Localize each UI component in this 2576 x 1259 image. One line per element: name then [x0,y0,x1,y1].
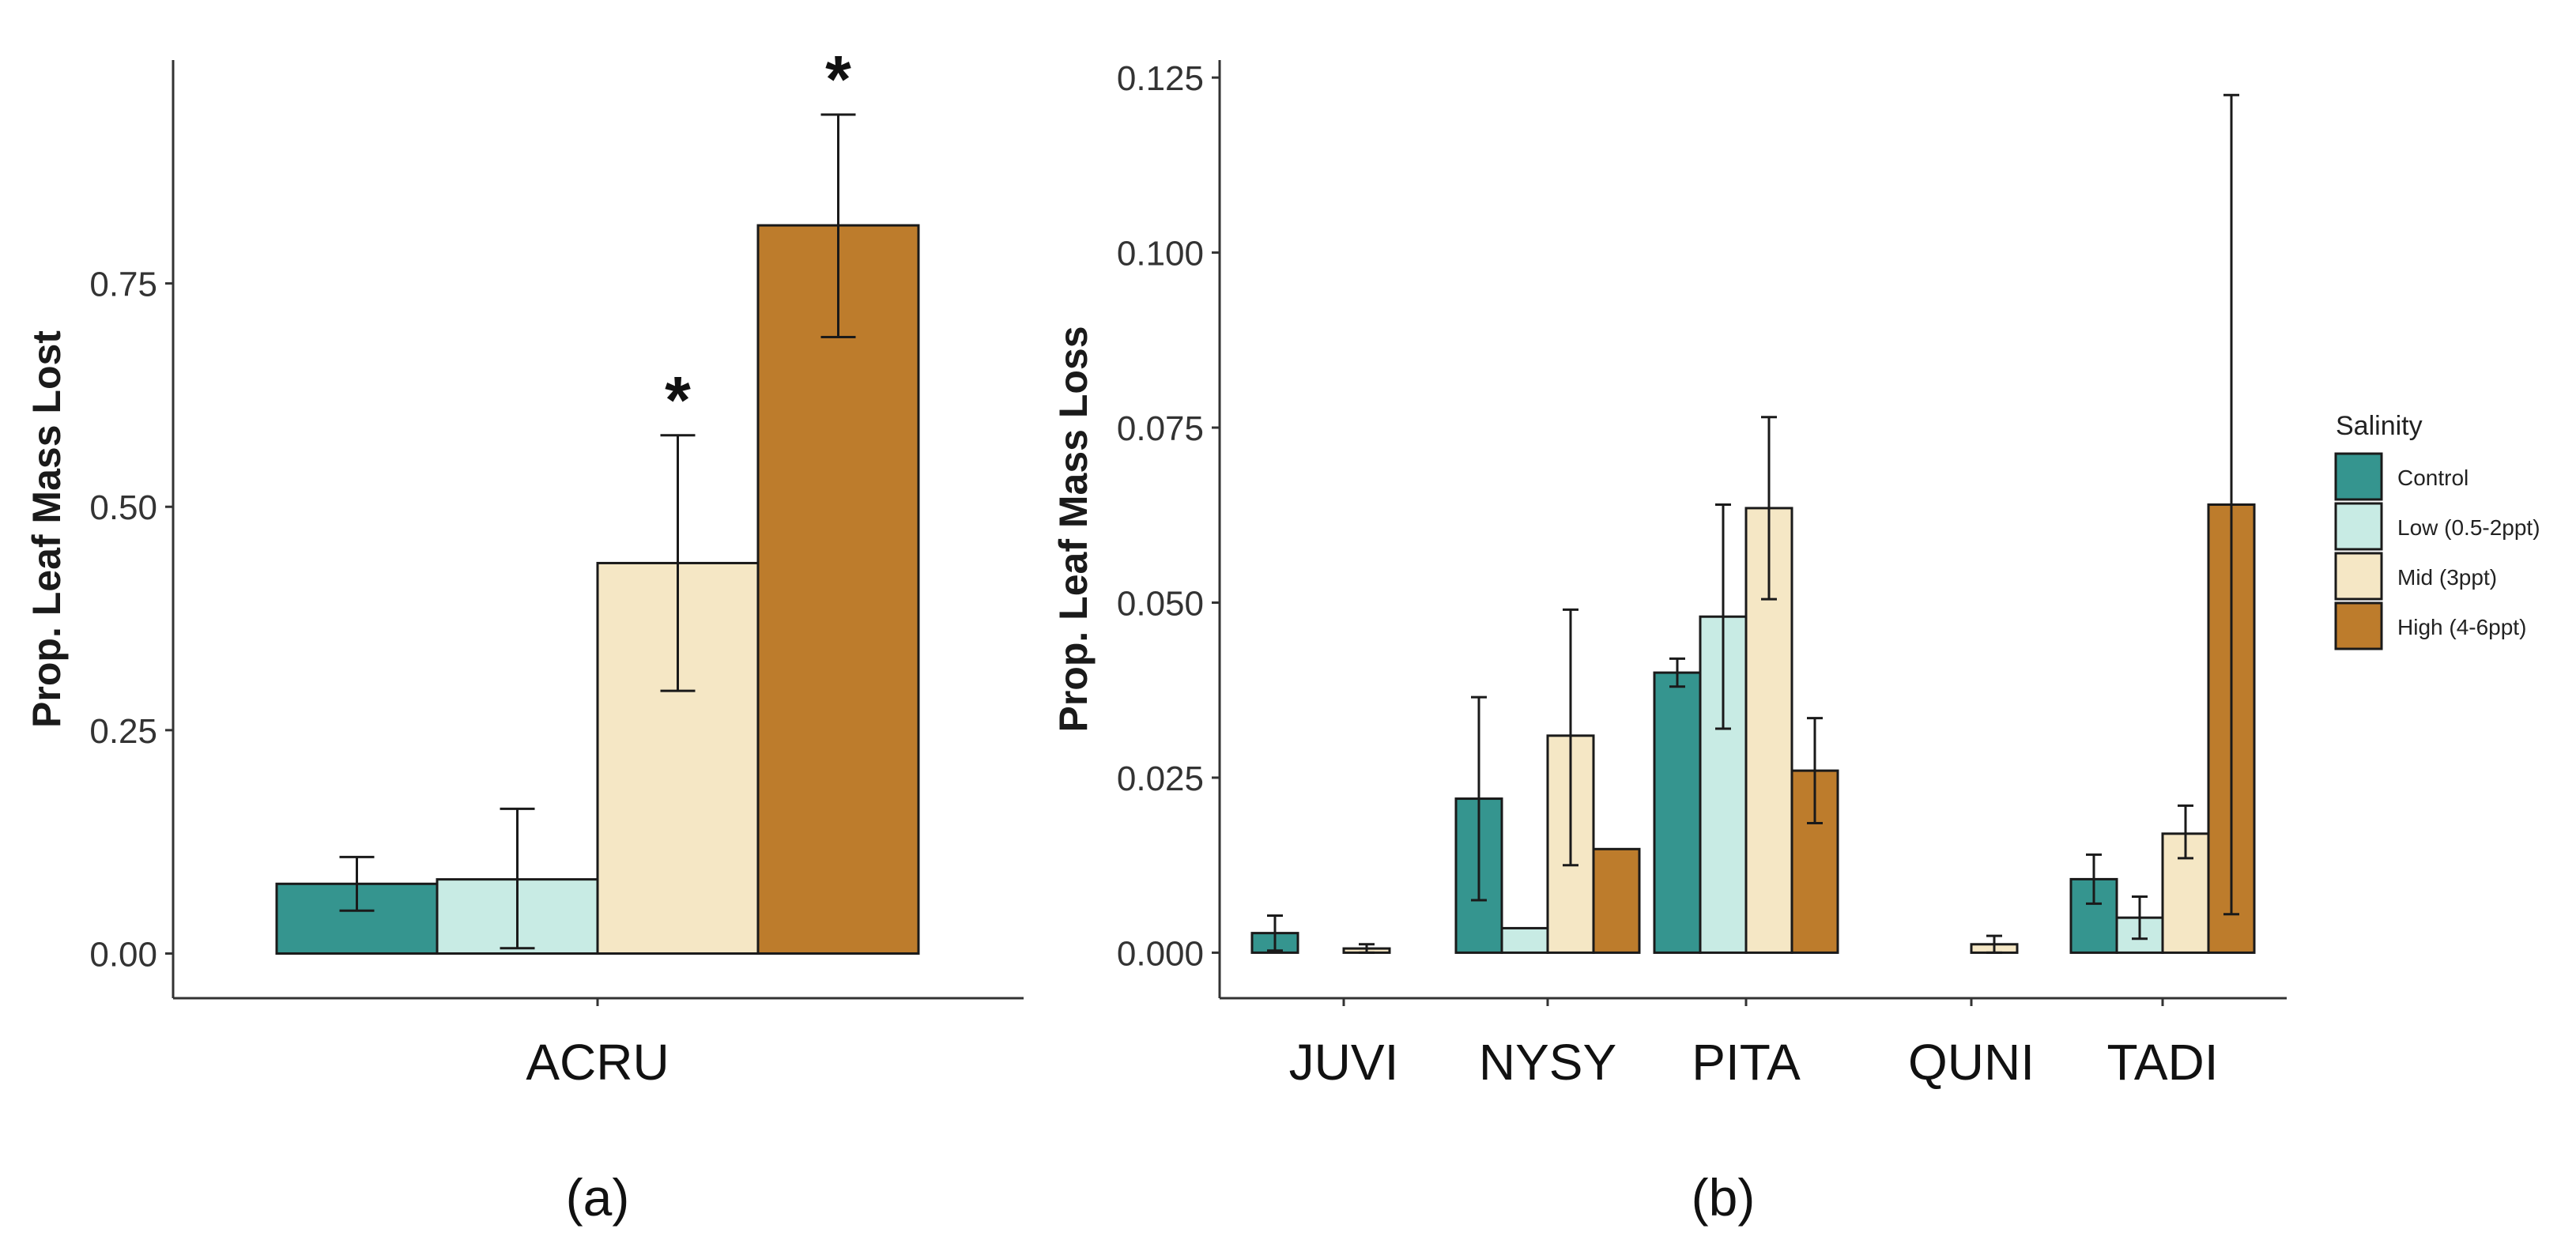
salinity-legend: Salinity Control Low (0.5-2ppt) Mid (3ppt) H… [2334,411,2540,650]
x-tick-label-acru: ACRU [526,1034,669,1091]
y-tick-label: 0.75 [89,266,157,304]
panel-a-chart: 0.00 0.25 0.50 0.75 Prop. Leaf Mass Lost ACRU… [25,42,1024,1227]
x-tick-label-pita: PITA [1692,1034,1801,1091]
y-axis-title: Prop. Leaf Mass Lost [25,330,69,728]
legend-label-mid-3ppt: Mid (3ppt) [2397,565,2497,590]
y-tick-label: 0.50 [89,488,157,527]
y-tick-label: 0.25 [89,712,157,751]
legend-swatch-control [2334,452,2383,501]
y-axis-title: Prop. Leaf Mass Loss [1051,326,1096,732]
bar-acru-high-4-6ppt [756,224,920,955]
panel-label: (b) [1692,1168,1756,1227]
legend-label-high-4-6ppt: High (4-6ppt) [2397,615,2526,639]
bar-nysy-high-4-6ppt [1592,847,1641,954]
legend-swatch-low-0-5-2ppt [2334,502,2383,551]
y-tick-label: 0.050 [1117,585,1204,624]
y-tick-label: 0.125 [1117,59,1204,98]
y-tick-label: 0.000 [1117,934,1204,973]
y-tick-label: 0.025 [1117,760,1204,798]
y-tick-label: 0.100 [1117,235,1204,273]
y-tick-label: 0.00 [89,935,157,974]
x-tick-label-tadi: TADI [2106,1034,2218,1091]
legend-swatch-mid-3ppt [2334,552,2383,601]
legend-label-low-0-5-2ppt: Low (0.5-2ppt) [2397,515,2540,540]
bar-tadi-mid-3ppt [2161,832,2210,954]
x-tick-label-nysy: NYSY [1479,1034,1616,1091]
x-tick-label-juvi: JUVI [1289,1034,1399,1091]
significance-marker: * [665,363,691,437]
bar-nysy-low-0-5-2ppt [1500,926,1549,954]
legend-title: Salinity [2336,411,2423,441]
panel-label: (a) [566,1168,630,1227]
legend-label-control: Control [2397,466,2469,490]
legend-swatch-high-4-6ppt [2334,601,2383,650]
bar-pita-control [1653,671,1702,954]
x-tick-label-quni: QUNI [1908,1034,2035,1091]
significance-marker: * [825,42,851,116]
y-tick-label: 0.075 [1117,409,1204,448]
panel-b-chart: 0.000 0.025 0.050 0.075 0.100 0.125 Prop. Leaf… [1051,59,2287,1227]
